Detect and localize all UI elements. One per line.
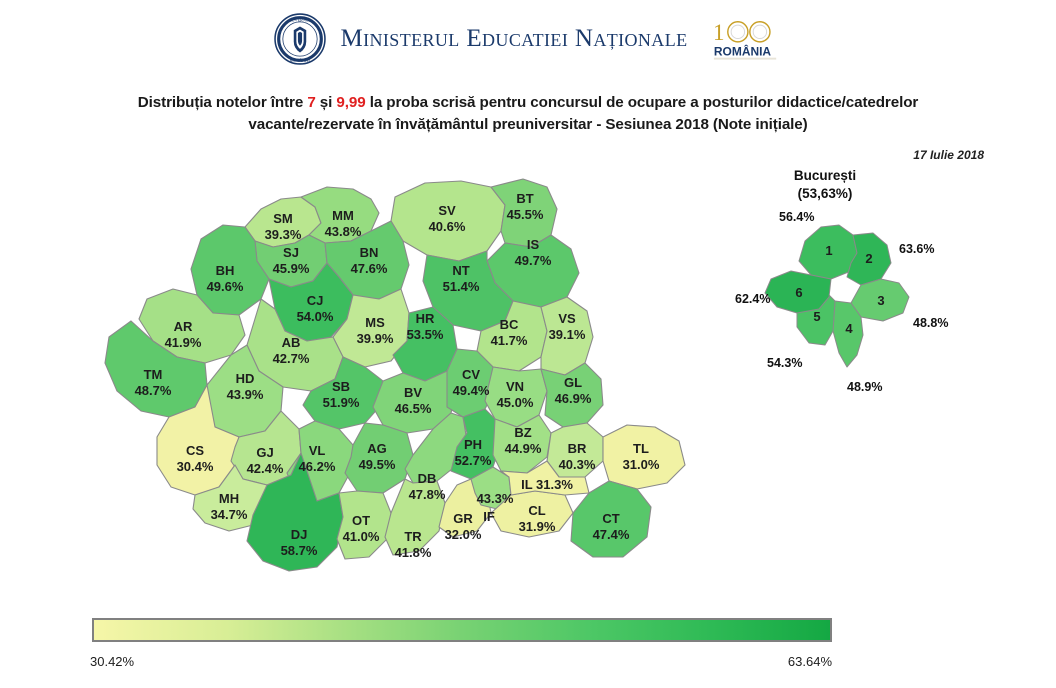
- map-area: București (53,63%): [0, 165, 1056, 615]
- county-SV[interactable]: [390, 180, 506, 262]
- svg-text:ROMÂNIEI: ROMÂNIEI: [290, 58, 311, 63]
- title-text-b: și: [315, 94, 337, 111]
- county-AG[interactable]: [344, 422, 414, 494]
- sector-6-value: 62.4%: [735, 292, 770, 306]
- county-BZ[interactable]: [492, 414, 552, 474]
- svg-text:GUVERNUL: GUVERNUL: [289, 17, 312, 22]
- report-title-line-1: Distribuția notelor între 7 și 9,99 la p…: [0, 92, 1056, 114]
- color-scale-legend: 30.42% 63.64%: [0, 618, 1056, 688]
- sector-5-value: 54.3%: [767, 356, 802, 370]
- county-BH[interactable]: [190, 224, 270, 316]
- report-date: 17 Iulie 2018: [913, 148, 984, 162]
- title-grade-max: 9,99: [336, 94, 366, 111]
- government-seal-logo: GUVERNUL ROMÂNIEI: [274, 13, 327, 65]
- bucharest-value: (53,63%): [797, 186, 853, 201]
- sector-2-number: 2: [865, 251, 872, 266]
- sector-2-value: 63.6%: [899, 242, 934, 256]
- sector-4-number: 4: [845, 321, 853, 336]
- county-CJ[interactable]: [268, 262, 354, 342]
- county-BR[interactable]: [546, 422, 604, 478]
- page-header: GUVERNUL ROMÂNIEI Ministerul Educatiei N…: [0, 0, 1056, 78]
- svg-text:ROMÂNIA: ROMÂNIA: [713, 43, 771, 58]
- bucharest-inset-title: București (53,63%): [735, 167, 915, 203]
- county-OT[interactable]: [336, 490, 392, 560]
- legend-gradient-bar: [92, 618, 832, 642]
- ministry-title: Ministerul Educatiei Naționale: [340, 25, 688, 52]
- legend-max-value: 63.64%: [787, 654, 832, 669]
- sector-4-value: 48.9%: [847, 380, 882, 394]
- sector-1-value: 56.4%: [779, 210, 814, 224]
- bucharest-sectors-map: 1 2 3 4 5 6 56.4% 63.6% 48.8% 48.9% 54.3…: [735, 210, 948, 394]
- sector-1-number: 1: [825, 243, 832, 258]
- title-text-c: la proba scrisă pentru concursul de ocup…: [365, 94, 919, 111]
- title-text-a: Distribuția notelor între: [137, 94, 308, 111]
- sector-6-number: 6: [795, 285, 802, 300]
- sector-3-number: 3: [877, 293, 884, 308]
- county-DJ[interactable]: [246, 452, 344, 572]
- sector-4-shape[interactable]: [832, 300, 864, 368]
- centenary-logo: 1 ROMÂNIA: [712, 20, 776, 60]
- county-AR[interactable]: [138, 288, 246, 364]
- county-TL[interactable]: [602, 424, 686, 490]
- report-title-line-2: vacante/rezervate în învățământul preuni…: [248, 116, 808, 133]
- county-MS[interactable]: [332, 288, 410, 368]
- bucharest-name: București: [793, 168, 857, 183]
- county-CT[interactable]: [570, 480, 652, 558]
- title-grade-min: 7: [307, 94, 316, 111]
- svg-text:1: 1: [712, 20, 724, 45]
- sector-5-number: 5: [813, 309, 820, 324]
- report-title-block: Distribuția notelor între 7 și 9,99 la p…: [0, 92, 1056, 136]
- sector-3-value: 48.8%: [913, 316, 948, 330]
- county-TR[interactable]: [384, 478, 446, 556]
- sector-6-shape[interactable]: [764, 270, 832, 314]
- county-GL[interactable]: [540, 362, 604, 428]
- legend-min-value: 30.42%: [90, 654, 135, 669]
